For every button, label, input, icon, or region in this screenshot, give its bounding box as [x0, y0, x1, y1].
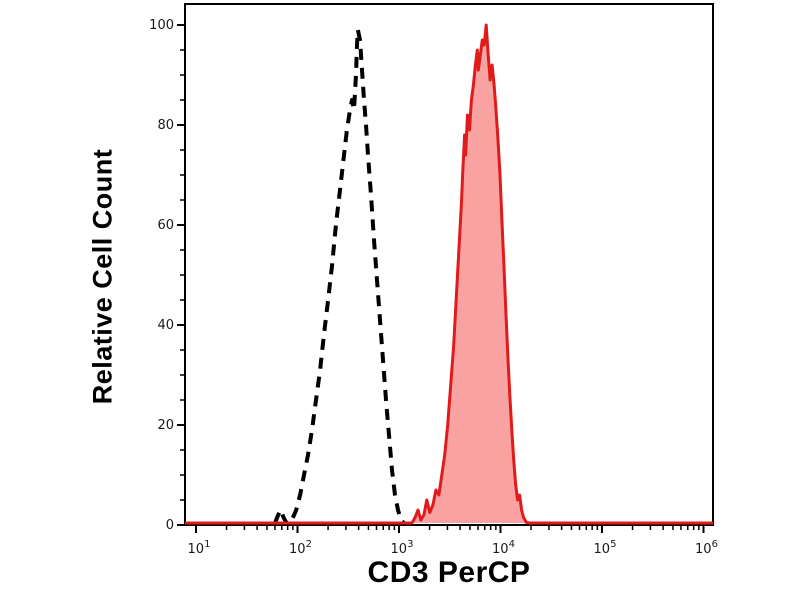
x-tick-label: 105 — [594, 539, 617, 557]
y-axis-title: Relative Cell Count — [87, 148, 118, 405]
y-tick-label: 40 — [157, 318, 174, 333]
red-filled-positive-fill — [185, 25, 713, 523]
x-axis-title: CD3 PerCP — [367, 556, 531, 589]
y-tick-label: 60 — [157, 218, 174, 233]
dashed-black-control-curve — [273, 28, 406, 525]
y-tick-label: 100 — [149, 18, 174, 33]
y-tick-label: 0 — [166, 518, 174, 533]
x-tick-label: 104 — [492, 539, 515, 557]
x-tick-label: 102 — [289, 539, 312, 557]
plot-frame — [184, 3, 714, 526]
x-tick-label: 106 — [695, 539, 718, 557]
red-filled-positive-curve — [184, 23, 713, 525]
y-tick-label: 80 — [157, 118, 174, 133]
x-tick-label: 101 — [188, 539, 211, 557]
x-tick-label: 103 — [391, 539, 414, 557]
y-tick-label: 20 — [157, 418, 174, 433]
